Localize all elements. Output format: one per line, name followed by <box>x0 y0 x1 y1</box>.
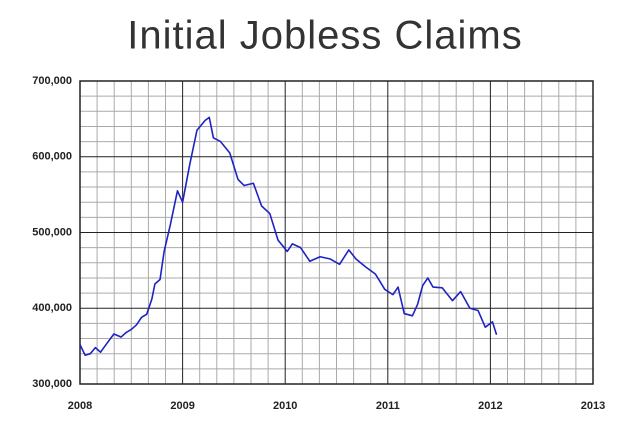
x-tick-label: 2013 <box>581 400 605 412</box>
x-tick-label: 2011 <box>376 400 400 412</box>
x-tick-label: 2008 <box>68 400 92 412</box>
y-tick-label: 300,000 <box>32 378 72 390</box>
y-tick-label: 500,000 <box>32 226 72 238</box>
x-tick-label: 2012 <box>478 400 502 412</box>
chart-title: Initial Jobless Claims <box>127 14 522 58</box>
y-tick-label: 400,000 <box>32 302 72 314</box>
x-tick-label: 2009 <box>170 400 194 412</box>
plot-border <box>79 80 594 385</box>
y-tick-label: 700,000 <box>32 75 72 87</box>
data-line <box>79 116 498 357</box>
x-tick-label: 2010 <box>273 400 297 412</box>
y-tick-label: 600,000 <box>32 151 72 163</box>
